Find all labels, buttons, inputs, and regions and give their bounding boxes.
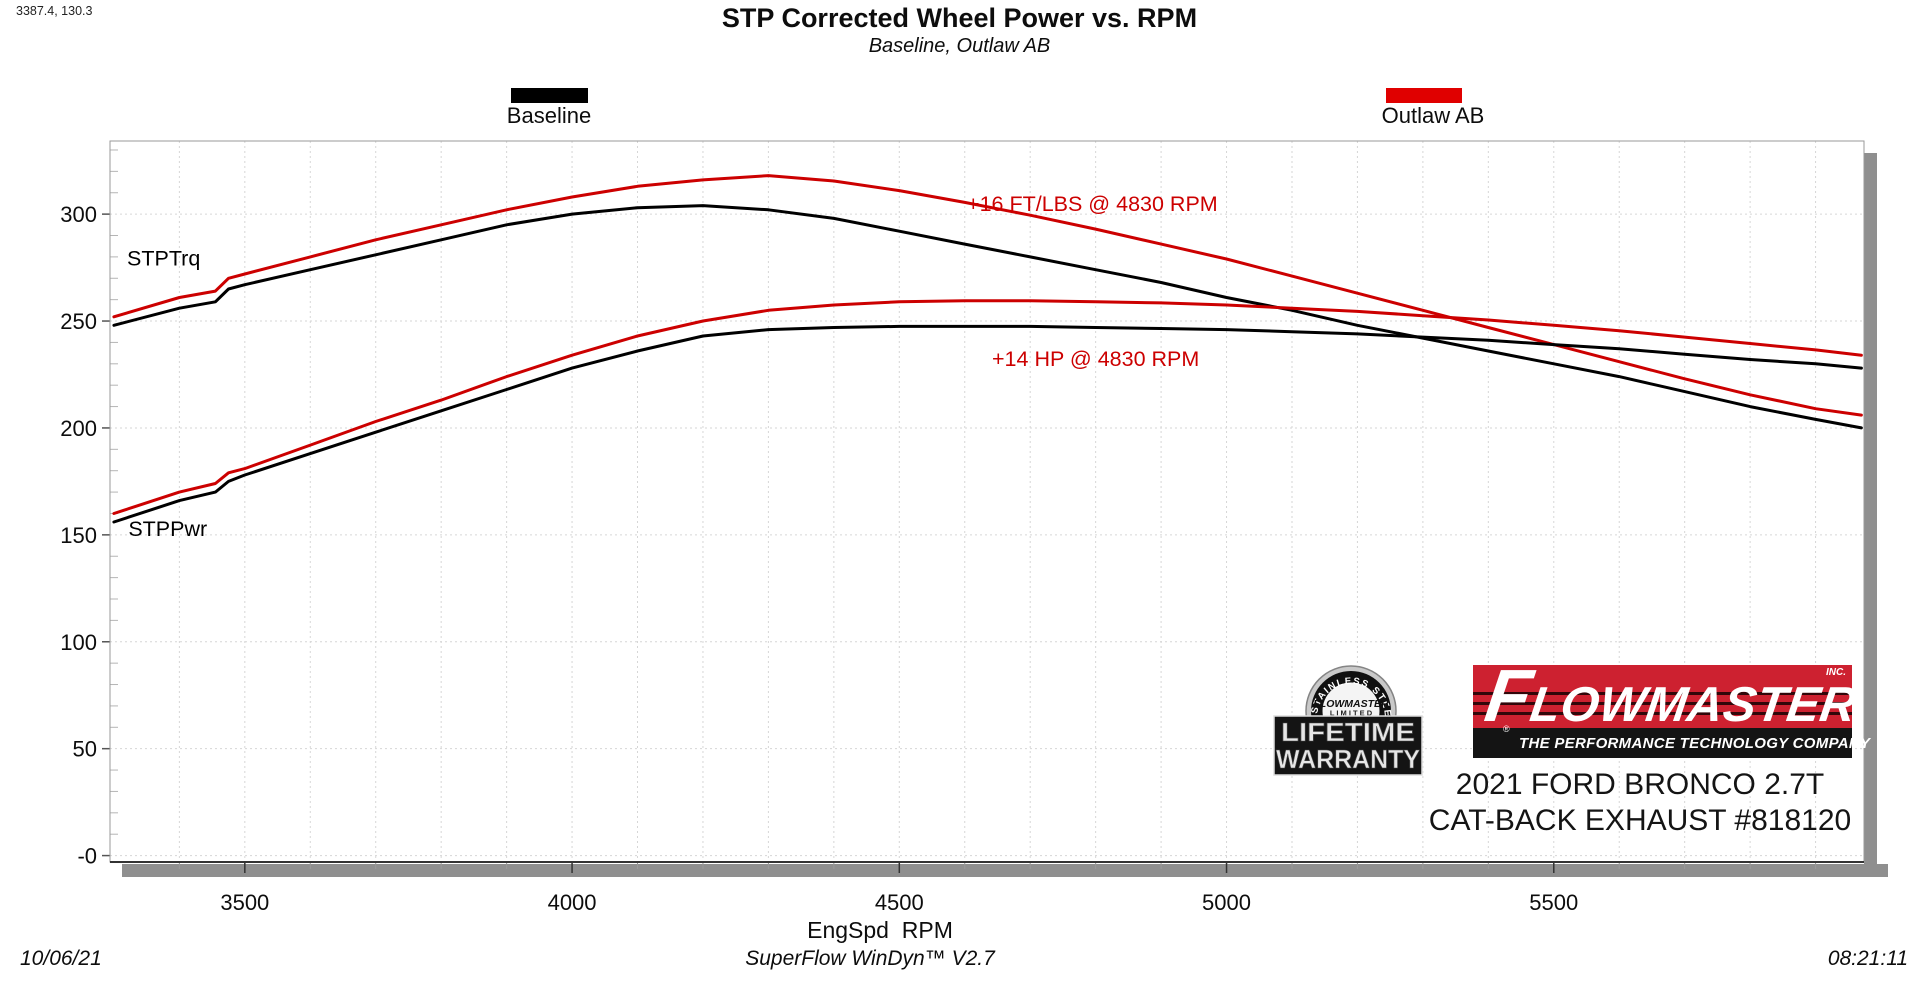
- plot-shadow-right: [1864, 153, 1877, 876]
- y-tick-label: 50: [73, 737, 97, 762]
- legend-label-outlaw: Outlaw AB: [1381, 103, 1485, 128]
- y-tick-label: 150: [60, 523, 97, 548]
- footer-time: 08:21:11: [1827, 947, 1908, 970]
- series-curve: [112, 204, 1863, 430]
- x-tick-label: 5000: [1202, 890, 1251, 915]
- x-axis-label: EngSpd RPM: [807, 917, 953, 943]
- registered-trademark-icon: ®: [1503, 724, 1510, 734]
- x-tick-label: 3500: [220, 890, 269, 915]
- y-tick-label: -0: [77, 844, 97, 869]
- vehicle-description-line1: 2021 FORD BRONCO 2.7T: [1455, 768, 1825, 801]
- x-tick-label: 5500: [1529, 890, 1578, 915]
- flowmaster-wordmark: FLOWMASTER: [1480, 654, 1861, 737]
- footer-software: SuperFlow WinDyn™ V2.7: [745, 947, 995, 970]
- chart-subtitle: Baseline, Outlaw AB: [868, 35, 1051, 57]
- y-tick-label: 200: [60, 416, 97, 441]
- plot-shadow-bottom: [122, 864, 1888, 877]
- warranty-brand-text: FLOWMASTER: [1313, 698, 1389, 710]
- warranty-badge: STAINLESS STEEL FLOWMASTER L I M I T E D…: [1268, 659, 1423, 776]
- legend-swatch-baseline: [511, 88, 588, 103]
- warranty-plate: [1273, 715, 1423, 776]
- series-curve: [112, 174, 1863, 417]
- legend-label-baseline: Baseline: [506, 103, 592, 128]
- x-tick-label: 4500: [875, 890, 924, 915]
- gain-annotation: +16 FT/LBS @ 4830 RPM: [967, 192, 1218, 216]
- x-tick-label: 4000: [548, 890, 597, 915]
- series-curve: [112, 299, 1863, 515]
- cursor-position-readout: 3387.4, 130.3: [16, 4, 93, 18]
- series-curve: [112, 324, 1863, 524]
- warranty-warranty-text: WARRANTY: [1276, 744, 1420, 774]
- y-tick-label: 100: [60, 630, 97, 655]
- flowmaster-logo: FLOWMASTER INC. ® THE PERFORMANCE TECHNO…: [1473, 654, 1870, 758]
- curve-label: STPPwr: [128, 517, 207, 541]
- curve-label: STPTrq: [127, 246, 200, 270]
- y-tick-label: 300: [60, 202, 97, 227]
- flowmaster-logo-stripes: [1473, 692, 1852, 721]
- flowmaster-logo-black-band: [1473, 728, 1852, 758]
- warranty-limited-text: L I M I T E D: [1330, 709, 1373, 718]
- gain-annotation: +14 HP @ 4830 RPM: [992, 347, 1199, 371]
- footer-date: 10/06/21: [20, 947, 102, 970]
- legend-swatch-outlaw: [1386, 88, 1462, 103]
- y-tick-label: 250: [60, 309, 97, 334]
- flowmaster-inc-label: INC.: [1826, 667, 1846, 678]
- warranty-lifetime-text: LIFETIME: [1281, 717, 1415, 747]
- chart-title: STP Corrected Wheel Power vs. RPM: [721, 3, 1198, 33]
- vehicle-description-line2: CAT-BACK EXHAUST #818120: [1428, 804, 1852, 837]
- flowmaster-tagline: THE PERFORMANCE TECHNOLOGY COMPANY: [1519, 735, 1871, 752]
